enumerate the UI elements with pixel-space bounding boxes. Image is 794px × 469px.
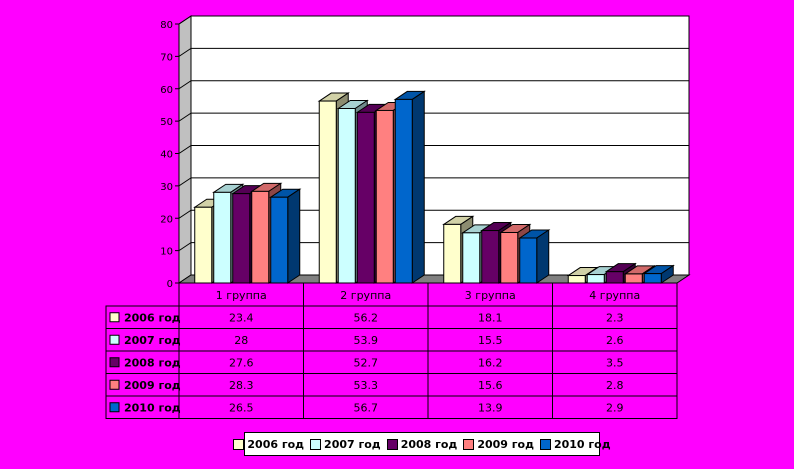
bar — [270, 196, 289, 284]
legend-label: 2009 год — [477, 437, 534, 451]
table-value: 13.9 — [478, 401, 503, 414]
y-tick-label: 70 — [160, 52, 173, 63]
y-tick-label: 50 — [160, 117, 173, 128]
bar-side — [411, 90, 425, 284]
table-body-border — [105, 305, 678, 419]
table-value: 15.5 — [478, 334, 503, 347]
legend-item: 2008 год — [386, 437, 458, 451]
legend-item: 2007 год — [310, 438, 381, 451]
table-series-name: 2010 год — [124, 401, 181, 414]
legend-item: 2009 год — [463, 438, 534, 451]
table-series-swatch — [109, 334, 120, 345]
table-series-swatch — [109, 379, 120, 390]
y-tick-label: 0 — [167, 279, 173, 290]
gridline-side — [178, 209, 192, 219]
legend-item: 2006 год — [233, 438, 304, 451]
y-tick-label: 80 — [160, 20, 173, 31]
legend-swatch — [463, 438, 475, 450]
y-tick-label: 40 — [160, 150, 173, 161]
bar — [605, 271, 624, 284]
table-value: 53.9 — [354, 334, 379, 347]
table-value: 26.5 — [229, 401, 254, 414]
table-series-swatch — [109, 402, 120, 413]
chart-legend: 2006 год 2007 год 2008 год 2009 год 2010 год — [233, 432, 611, 456]
legend-swatch — [310, 438, 322, 450]
table-value: 28 — [234, 334, 248, 347]
table-series-name: 2009 год — [124, 379, 181, 392]
bar — [318, 100, 337, 284]
legend-swatch — [386, 438, 398, 450]
legend-label: 2007 год — [324, 437, 381, 451]
bar — [624, 273, 643, 284]
bar — [500, 231, 519, 284]
bar — [462, 232, 481, 284]
y-tick-label: 30 — [160, 182, 173, 193]
gridline-side — [178, 112, 192, 122]
bar-side — [287, 188, 301, 284]
table-value: 27.6 — [229, 356, 254, 369]
bar — [356, 111, 375, 284]
bar — [194, 206, 213, 284]
gridline-side — [178, 242, 192, 252]
table-series-name: 2006 год — [124, 311, 181, 324]
table-value: 2.3 — [606, 311, 624, 324]
table-series-swatch — [109, 312, 120, 323]
bar — [375, 109, 394, 284]
legend-label: 2006 год — [247, 437, 305, 451]
table-value: 2.6 — [606, 334, 624, 347]
bar — [586, 274, 605, 284]
table-series-name: 2007 год — [124, 334, 181, 347]
y-tick-label: 20 — [160, 214, 173, 225]
table-value: 23.4 — [229, 311, 254, 324]
legend-swatch — [233, 438, 245, 450]
bar — [394, 98, 413, 284]
table-value: 56.2 — [354, 311, 379, 324]
bar-side — [536, 229, 550, 284]
table-value: 53.3 — [354, 379, 379, 392]
table-series-swatch — [109, 357, 120, 368]
table-value: 3.5 — [606, 356, 624, 369]
table-value: 56.7 — [354, 401, 379, 414]
bar — [251, 190, 270, 284]
bar — [481, 230, 500, 284]
gridline-side — [178, 47, 192, 57]
table-value: 16.2 — [478, 356, 503, 369]
y-tick-label: 10 — [160, 247, 173, 258]
table-value: 2.8 — [606, 379, 624, 392]
bar — [443, 223, 462, 284]
legend-label: 2008 год — [400, 437, 458, 451]
gridline-side — [178, 145, 192, 154]
table-value: 15.6 — [478, 379, 503, 392]
table-value: 28.3 — [229, 379, 254, 392]
legend-item: 2010 год — [539, 437, 611, 451]
table-value: 2.9 — [606, 401, 624, 414]
category-label: 3 группа — [465, 289, 516, 302]
gridline-side — [178, 80, 192, 90]
bar — [232, 193, 251, 284]
category-label: 1 группа — [216, 289, 267, 302]
gridline-side — [178, 177, 192, 187]
gridline-side — [178, 15, 192, 25]
bar — [567, 275, 586, 284]
bar — [519, 237, 538, 284]
category-label: 4 группа — [589, 289, 640, 302]
table-value: 18.1 — [478, 311, 503, 324]
category-label: 2 группа — [340, 289, 391, 302]
y-tick-label: 60 — [160, 85, 173, 96]
bar — [643, 273, 662, 284]
bar — [337, 107, 356, 284]
legend-label: 2010 год — [553, 437, 611, 451]
table-value: 52.7 — [354, 356, 379, 369]
legend-swatch — [539, 438, 551, 450]
bar — [213, 191, 232, 284]
table-series-name: 2008 год — [124, 356, 181, 369]
